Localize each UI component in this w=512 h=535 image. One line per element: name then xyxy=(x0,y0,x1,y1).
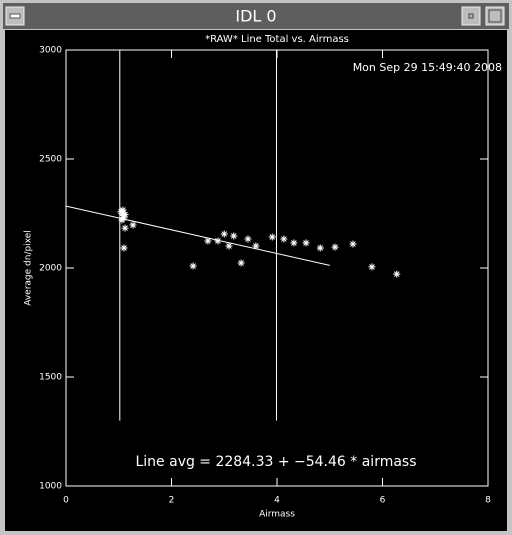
data-point xyxy=(189,262,197,270)
fit-line xyxy=(65,205,330,266)
x-tick-label: 2 xyxy=(169,496,175,506)
data-point xyxy=(237,259,245,267)
x-tick-label: 6 xyxy=(380,496,386,506)
data-point xyxy=(129,221,137,229)
chart-title: *RAW* Line Total vs. Airmass xyxy=(205,34,349,45)
data-point xyxy=(220,230,228,238)
maximize-button[interactable] xyxy=(485,6,505,26)
data-point xyxy=(204,237,212,245)
x-axis-label: Airmass xyxy=(259,510,295,520)
y-tick-label: 1500 xyxy=(39,373,62,383)
y-tick-label: 2000 xyxy=(39,264,62,274)
data-point xyxy=(393,270,401,278)
data-point xyxy=(120,244,128,252)
x-tick-label: 8 xyxy=(485,496,491,506)
y-tick-label: 2500 xyxy=(39,155,62,165)
title-bar xyxy=(3,3,509,29)
data-point xyxy=(121,211,129,219)
data-point xyxy=(290,239,298,247)
y-tick-label: 1000 xyxy=(39,482,62,492)
data-point xyxy=(316,244,324,252)
data-point xyxy=(230,232,238,240)
timestamp: Mon Sep 29 15:49:40 2008 xyxy=(353,61,502,74)
data-point xyxy=(121,224,129,232)
data-point xyxy=(118,216,126,224)
data-point xyxy=(252,242,260,250)
data-point xyxy=(225,242,233,250)
data-point xyxy=(214,237,222,245)
data-point xyxy=(280,235,288,243)
data-point xyxy=(349,240,357,248)
plot-window xyxy=(5,30,507,531)
window-title: IDL 0 xyxy=(235,7,276,26)
y-axis-label: Average dn/pixel xyxy=(24,230,34,306)
maximize-icon xyxy=(488,9,502,23)
minimize-button[interactable] xyxy=(461,6,481,26)
data-point xyxy=(302,239,310,247)
minimize-icon xyxy=(468,13,474,19)
data-point xyxy=(119,212,127,220)
menu-icon xyxy=(9,13,21,19)
x-tick-label: 0 xyxy=(63,496,69,506)
fit-equation: Line avg = 2284.33 + −54.46 * airmass xyxy=(135,454,416,470)
data-point xyxy=(244,235,252,243)
data-point xyxy=(268,233,276,241)
data-point xyxy=(368,263,376,271)
x-tick-label: 4 xyxy=(274,496,280,506)
data-point xyxy=(331,243,339,251)
data-point xyxy=(117,208,125,216)
y-tick-label: 3000 xyxy=(39,46,62,56)
